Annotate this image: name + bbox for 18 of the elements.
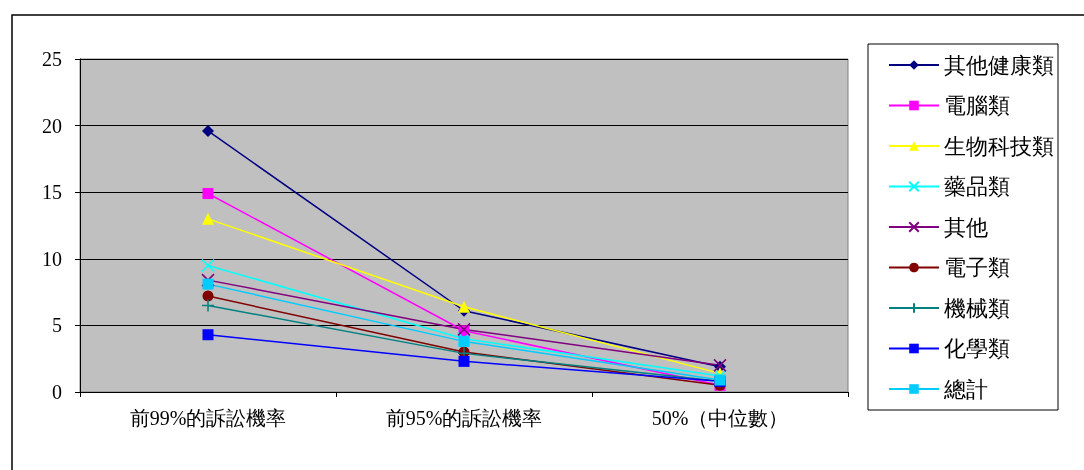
legend-label: 機械類	[944, 295, 1010, 321]
y-tick-label: 5	[52, 314, 62, 337]
legend-label: 生物科技類	[944, 133, 1054, 159]
legend-label: 電腦類	[944, 93, 1010, 118]
legend-label: 電子類	[944, 255, 1010, 280]
y-tick-label: 25	[42, 48, 62, 70]
legend-label: 其他健康類	[944, 52, 1054, 78]
x-tick-label: 50%（中位數）	[651, 407, 789, 429]
y-tick-label: 15	[42, 181, 62, 204]
x-tick-label: 前95%的訴訟機率	[385, 407, 543, 429]
y-tick-label: 0	[52, 381, 62, 403]
x-tick-label: 前99%的訴訟機率	[129, 407, 287, 429]
y-tick-label: 20	[42, 114, 62, 137]
legend-label: 總計	[943, 376, 988, 402]
y-tick-label: 10	[42, 247, 62, 270]
legend-label: 其他	[944, 214, 988, 240]
legend-label: 化學類	[944, 336, 1010, 361]
legend-label: 藥品類	[944, 174, 1010, 199]
